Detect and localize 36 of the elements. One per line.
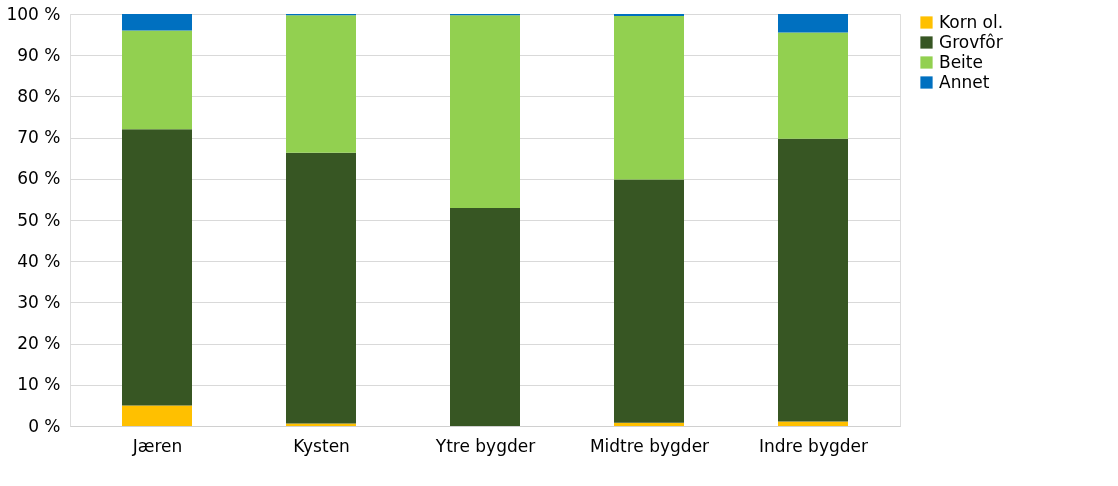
y-tick-label: 40 %	[17, 250, 61, 271]
y-tick-label: 30 %	[17, 291, 61, 312]
legend-label: Annet	[939, 71, 990, 92]
x-tick-label: Jæren	[131, 435, 183, 456]
bar	[286, 15, 356, 153]
bar	[122, 405, 192, 426]
y-tick-label: 60 %	[17, 168, 61, 189]
y-tick-label: 0 %	[28, 415, 61, 436]
bar	[122, 30, 192, 130]
bar	[450, 15, 520, 209]
bar	[122, 14, 192, 31]
x-tick-label: Indre bygder	[759, 435, 868, 456]
y-tick-label: 50 %	[17, 209, 61, 230]
y-tick-label: 70 %	[17, 127, 61, 148]
legend-label: Korn ol.	[939, 11, 1004, 32]
bar	[778, 138, 848, 422]
x-tick-label: Kysten	[293, 435, 350, 456]
bar	[614, 14, 684, 17]
legend-label: Grovfôr	[939, 31, 1003, 52]
bar	[450, 208, 520, 426]
legend-label: Beite	[939, 51, 983, 72]
bar	[286, 152, 356, 424]
y-tick-label: 100 %	[6, 3, 61, 24]
y-tick-label: 10 %	[17, 374, 61, 395]
x-tick-label: Midtre bygder	[589, 435, 710, 456]
bar	[778, 32, 848, 139]
bar	[614, 179, 684, 423]
y-tick-label: 80 %	[17, 85, 61, 106]
bar	[122, 129, 192, 406]
y-tick-label: 90 %	[17, 44, 61, 65]
x-tick-label: Ytre bygder	[434, 435, 536, 456]
bar	[778, 421, 848, 426]
bar	[778, 14, 848, 33]
bar	[614, 422, 684, 426]
y-tick-label: 20 %	[17, 333, 61, 354]
bar	[614, 16, 684, 180]
